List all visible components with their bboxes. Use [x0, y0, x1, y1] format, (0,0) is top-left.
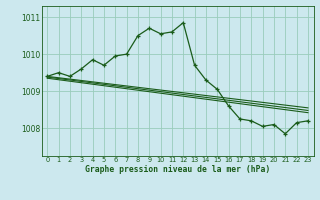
X-axis label: Graphe pression niveau de la mer (hPa): Graphe pression niveau de la mer (hPa) [85, 165, 270, 174]
